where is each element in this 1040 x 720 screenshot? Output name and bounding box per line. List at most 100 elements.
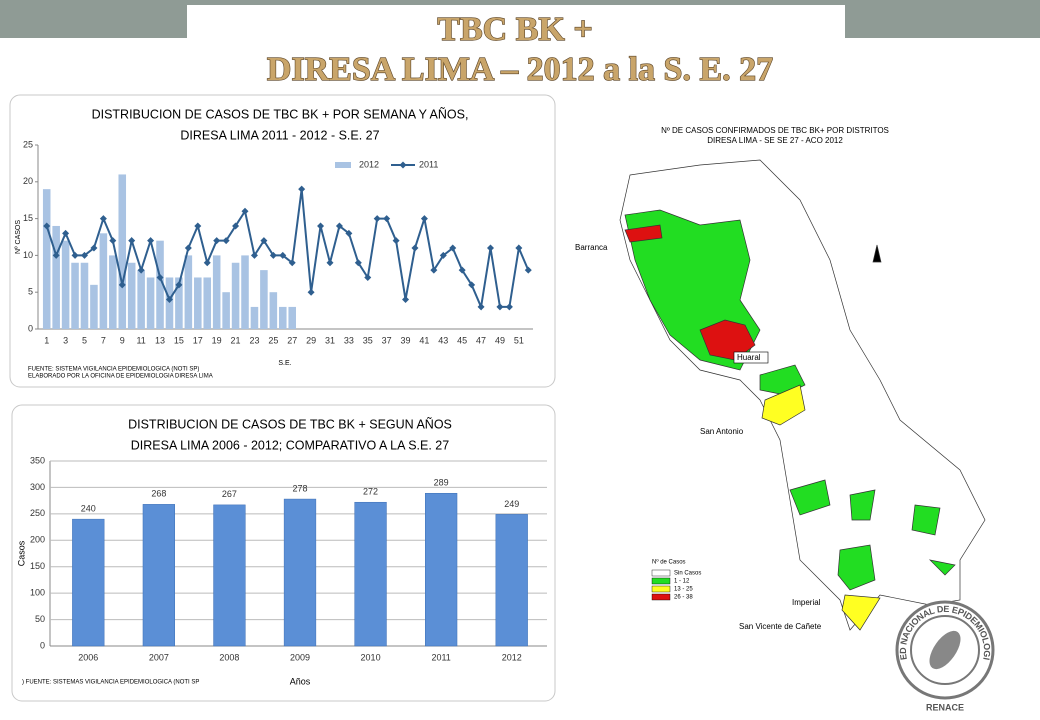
map-legend-label: 26 - 38 <box>674 595 693 601</box>
y-tick-label: 200 <box>30 535 45 545</box>
bar <box>61 240 70 329</box>
x-axis-label: S.E. <box>278 360 291 367</box>
x-tick-label: 5 <box>82 335 87 345</box>
legend-label: 2011 <box>419 159 438 169</box>
x-tick-label: 11 <box>136 335 145 345</box>
marker <box>298 185 306 193</box>
x-tick-label: 29 <box>306 335 316 345</box>
chart-title: DIRESA LIMA 2011 - 2012 - S.E. 27 <box>180 128 379 142</box>
place-label: Imperial <box>792 598 821 607</box>
marker <box>52 251 60 259</box>
bar <box>495 514 528 647</box>
district <box>911 504 941 536</box>
bar <box>156 240 164 329</box>
x-tick-label: 15 <box>174 335 184 345</box>
bar <box>241 255 249 329</box>
x-tick-label: 25 <box>268 335 278 345</box>
map-legend-swatch <box>651 569 671 577</box>
map-legend-label: 13 - 25 <box>674 587 693 593</box>
bar <box>354 501 387 647</box>
district <box>841 594 881 631</box>
footnote: ) FUENTE: SISTEMAS VIGILANCIA EPIDEMIOLO… <box>22 680 199 686</box>
marker <box>165 296 173 304</box>
x-tick-label: 35 <box>363 335 373 345</box>
y-tick-label: 300 <box>30 482 45 492</box>
marker <box>307 288 315 296</box>
district <box>928 559 956 576</box>
x-tick-label: 37 <box>382 335 392 345</box>
x-tick-label: 1 <box>44 335 49 345</box>
x-tick-label: 2009 <box>290 652 310 662</box>
x-tick-label: 31 <box>325 335 335 345</box>
map-legend-swatch <box>651 593 671 601</box>
chart-title: DISTRIBUCION DE CASOS DE TBC BK + POR SE… <box>92 107 469 121</box>
bar <box>425 492 458 647</box>
x-tick-label: 47 <box>476 335 486 345</box>
bar <box>175 277 183 329</box>
slide-title: TBC BK + <box>437 11 592 48</box>
marker <box>99 215 107 223</box>
bar <box>260 270 268 329</box>
bar <box>52 225 60 329</box>
bar <box>127 262 136 329</box>
place-label: San Vicente de Cañete <box>739 622 822 631</box>
x-tick-label: 21 <box>231 335 241 345</box>
marker <box>524 266 532 274</box>
marker <box>175 281 183 289</box>
bar <box>283 498 317 647</box>
x-tick-label: 45 <box>457 335 467 345</box>
marker <box>496 303 504 311</box>
chart-title: DIRESA LIMA 2006 - 2012; COMPARATIVO A L… <box>131 438 449 452</box>
marker <box>515 244 523 252</box>
bar <box>109 255 117 329</box>
marker <box>364 273 372 281</box>
marker <box>43 222 51 230</box>
bar <box>222 292 230 329</box>
title-box <box>187 5 845 38</box>
line <box>45 189 530 311</box>
marker <box>232 222 240 230</box>
marker <box>203 259 211 267</box>
marker <box>345 229 353 237</box>
district <box>789 479 831 516</box>
x-tick-label: 2008 <box>219 652 239 662</box>
marker <box>317 222 325 230</box>
data-label: 249 <box>504 499 519 509</box>
data-label: 267 <box>222 489 237 499</box>
x-tick-label: 27 <box>287 335 297 345</box>
x-tick-label: 43 <box>438 335 448 345</box>
x-tick-label: 9 <box>120 335 125 345</box>
x-tick-label: 3 <box>63 335 68 345</box>
marker <box>128 237 136 245</box>
data-label: 272 <box>363 487 378 497</box>
marker <box>80 251 88 259</box>
district <box>761 384 806 426</box>
chart-title: DISTRIBUCION DE CASOS DE TBC BK + SEGUN … <box>128 417 452 431</box>
marker <box>402 296 410 304</box>
marker <box>62 229 70 237</box>
marker <box>439 251 447 259</box>
slide-title: DIRESA LIMA – 2012 a la S. E. 27 <box>267 51 773 88</box>
marker <box>222 237 230 245</box>
x-tick-label: 39 <box>401 335 411 345</box>
bar <box>288 306 296 329</box>
marker <box>184 244 192 252</box>
bar <box>90 284 98 329</box>
x-tick-label: 2006 <box>78 652 98 662</box>
x-tick-label: 2012 <box>502 652 522 662</box>
data-label: 268 <box>151 489 166 499</box>
bar <box>203 277 212 329</box>
map-legend-label: 1 - 12 <box>674 579 690 585</box>
marker <box>411 244 419 252</box>
y-tick-label: 5 <box>28 287 33 297</box>
bar <box>194 277 202 329</box>
bar <box>165 277 174 329</box>
data-label: 289 <box>434 478 449 488</box>
x-tick-label: 49 <box>495 335 505 345</box>
marker <box>250 251 258 259</box>
marker <box>109 237 117 245</box>
map-legend-title: Nº de Casos <box>652 559 686 566</box>
footnote: FUENTE: SISTEMA VIGILANCIA EPIDEMIOLOGIC… <box>28 367 199 373</box>
marker <box>156 273 164 281</box>
